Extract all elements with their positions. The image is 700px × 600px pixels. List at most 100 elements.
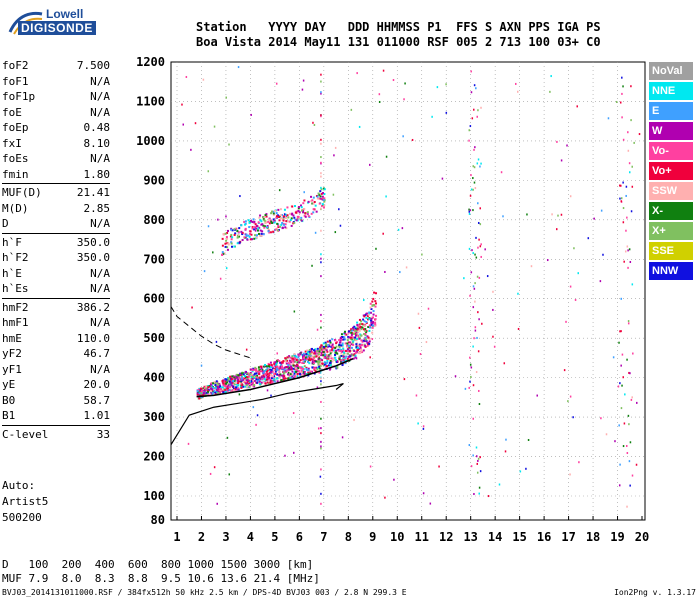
echo-point	[287, 377, 290, 380]
noise-point	[217, 218, 219, 221]
echo-point	[244, 370, 247, 373]
echo-point	[360, 334, 363, 337]
echo-point	[253, 237, 256, 240]
echo-point	[319, 358, 322, 361]
noise-point	[473, 148, 475, 151]
echo-point	[239, 382, 242, 385]
y-tick-label: 1100	[136, 94, 165, 108]
noise-point	[625, 185, 628, 188]
noise-point	[550, 75, 552, 78]
parameter-panel: foF2 7.500 foF1 N/A foF1p N/A foE N/A foEp 0.48 fx…	[2, 58, 110, 442]
echo-point	[281, 366, 284, 369]
echo-point	[354, 336, 357, 339]
param-name: h`F	[2, 235, 22, 249]
echo-point	[262, 370, 265, 373]
param-value: 20.0	[83, 378, 111, 391]
noise-point	[551, 213, 553, 216]
echo-point	[284, 370, 287, 373]
echo-point	[313, 352, 316, 355]
echo-point	[226, 381, 229, 384]
echo-point	[339, 348, 342, 351]
echo-point	[345, 333, 348, 336]
echo-point	[295, 219, 298, 222]
echo-point	[232, 389, 235, 392]
echo-point	[272, 368, 275, 371]
echo-point	[351, 341, 354, 344]
echo-point	[216, 382, 219, 385]
echo-point	[366, 344, 369, 347]
echo-point	[233, 385, 236, 388]
echo-point	[236, 388, 239, 391]
noise-point	[478, 389, 480, 392]
echo-point	[272, 367, 275, 370]
echo-point	[260, 220, 263, 223]
echo-point	[254, 366, 257, 369]
echo-point	[306, 351, 309, 354]
noise-point	[371, 338, 374, 341]
param-name: foF1p	[2, 90, 36, 103]
echo-point	[269, 368, 272, 371]
echo-point	[242, 373, 245, 376]
echo-point	[352, 343, 355, 346]
echo-point	[268, 222, 271, 225]
echo-point	[232, 375, 235, 378]
echo-point	[251, 380, 254, 383]
x-tick-label: 19	[610, 530, 624, 544]
noise-point	[316, 328, 319, 331]
noise-point	[620, 364, 622, 367]
echo-point	[359, 333, 362, 336]
echo-point	[365, 331, 368, 334]
noise-point	[621, 76, 623, 79]
echo-point	[302, 361, 305, 364]
echo-point	[363, 343, 366, 346]
noise-point	[469, 380, 471, 383]
echo-point	[259, 214, 262, 217]
echo-point	[311, 202, 314, 205]
echo-point	[319, 346, 322, 349]
echo-point	[289, 356, 292, 359]
echo-point	[294, 218, 297, 221]
echo-point	[263, 372, 266, 375]
echo-point	[249, 373, 252, 376]
noise-point	[392, 79, 395, 82]
echo-point	[291, 355, 294, 358]
echo-point	[269, 361, 272, 364]
echo-point	[236, 234, 239, 237]
auto-label: Auto:	[2, 479, 36, 492]
echo-point	[245, 382, 248, 385]
noise-point	[320, 92, 322, 95]
echo-point	[296, 215, 299, 218]
echo-point	[306, 369, 309, 372]
echo-point	[304, 350, 307, 353]
echo-point	[284, 223, 287, 226]
echo-point	[370, 317, 373, 320]
echo-point	[286, 359, 289, 362]
noise-point	[525, 467, 527, 470]
echo-point	[282, 372, 285, 375]
echo-point	[361, 323, 364, 326]
noise-point	[493, 345, 496, 348]
echo-point	[321, 192, 324, 195]
echo-point	[284, 360, 287, 363]
noise-point	[577, 272, 579, 275]
echo-point	[360, 349, 363, 352]
echo-point	[291, 373, 294, 376]
echo-point	[318, 356, 321, 359]
echo-point	[241, 233, 244, 236]
echo-point	[346, 348, 349, 351]
x-tick-label: 14	[488, 530, 502, 544]
echo-point	[353, 349, 356, 352]
echo-point	[240, 230, 243, 233]
noise-point	[472, 165, 475, 168]
echo-point	[312, 202, 315, 205]
echo-point	[273, 375, 276, 378]
echo-point	[311, 360, 314, 363]
echo-point	[307, 367, 310, 370]
echo-point	[250, 383, 253, 386]
echo-point	[313, 350, 316, 353]
param-name: foF1	[2, 74, 29, 88]
echo-point	[280, 214, 283, 217]
echo-point	[323, 353, 326, 356]
echo-point	[265, 221, 268, 224]
echo-point	[291, 359, 294, 362]
